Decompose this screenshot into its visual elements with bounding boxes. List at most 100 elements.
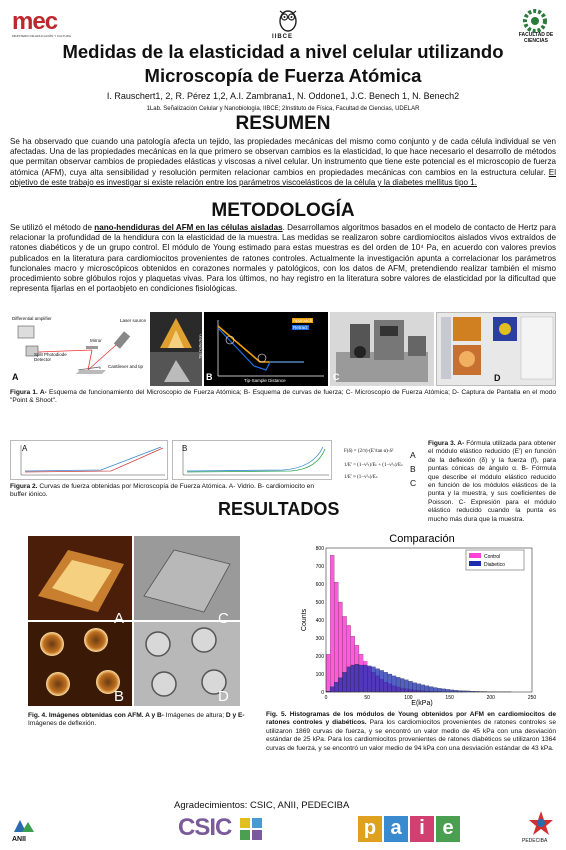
bar-diabetico-22 — [416, 683, 421, 693]
x-tick-label: 200 — [487, 695, 496, 701]
fig2-caption-bold: Figura 2. — [10, 483, 38, 490]
fig4-caption-text: Imágenes de altura; — [163, 712, 226, 719]
fig1-label-amplifier: Differential amplifier — [12, 316, 52, 321]
bar-diabetico-19 — [404, 679, 409, 693]
bar-diabetico-8 — [358, 664, 364, 693]
fig4-label-D: D — [218, 688, 229, 705]
fig1-b-retract: Retract — [292, 325, 309, 330]
y-tick-label: 500 — [316, 600, 325, 606]
histogram-chart: Comparación 0 50 100 150 200 250 0 100 200 300 400… — [301, 533, 537, 707]
bar-diabetico-25 — [428, 686, 434, 693]
anii-logo-icon — [12, 818, 36, 834]
x-tick-label: 250 — [528, 695, 537, 701]
fig4-images — [28, 536, 240, 706]
x-tick-label: 50 — [364, 695, 370, 701]
iibce-logo: IIBCE — [272, 34, 294, 40]
tip-sem-icon — [150, 352, 202, 386]
metodologia-heading: METODOLOGÍA — [211, 200, 355, 221]
x-tick-label: 0 — [325, 695, 328, 701]
fig1-a-tip-sem-image — [150, 352, 202, 386]
legend-control: Control — [484, 554, 500, 560]
bar-diabetico-9 — [362, 664, 368, 693]
fig3-formulas: F(δ) = (2/π)·(E'/tan α)·δ² 1/E' = (1−ν²ₜ… — [342, 442, 418, 482]
fig1-d-screenshot — [436, 312, 556, 386]
fig2-caption-text: Curvas de fuerza obtenidas por Microscop… — [10, 483, 315, 499]
x-tick-label: 150 — [445, 695, 454, 701]
chart-legend: Control Diabetico — [465, 549, 525, 571]
bar-diabetico-10 — [367, 665, 372, 693]
metodologia-method: nano-hendiduras del AFM en las células a… — [94, 223, 283, 232]
fig4-caption-bold: Fig. 4. Imágenes obtenidas con AFM. A y … — [28, 712, 164, 719]
bar-diabetico-17 — [395, 677, 401, 693]
title-line-2: Microscopía de Fuerza Atómica — [144, 65, 422, 86]
metodologia-pre: Se utilizó el método de — [10, 223, 95, 232]
y-tick-label: 700 — [316, 564, 325, 570]
fig2-b-plot — [172, 440, 332, 480]
svg-text:1/E' = (1−ν²ₜ)/Eₜ + (1−ν²ₛ)/Eₛ: 1/E' = (1−ν²ₜ)/Eₜ + (1−ν²ₛ)/Eₛ — [344, 462, 403, 468]
bar-diabetico-21 — [412, 682, 417, 693]
bar-diabetico-4 — [342, 672, 347, 693]
fig1-a-diagram: Differential amplifier Split Photodiode … — [10, 312, 150, 384]
resumen-body: Se ha observado que cuando una patología… — [10, 137, 556, 177]
fig3-caption-text: Fórmula utilizada para obtener el módulo… — [428, 440, 556, 523]
facultad-ciencias-logo-icon — [523, 9, 547, 33]
bar-diabetico-18 — [400, 678, 405, 693]
y-tick-label: 0 — [321, 690, 324, 696]
fig1-label-cantilever: Cantilever and tip — [108, 364, 144, 369]
poster-title: Medidas de la elasticidad a nivel celula… — [0, 40, 566, 88]
bar-diabetico-24 — [424, 685, 430, 693]
formula-icon: F(δ) = (2/π)·(E'/tan α)·δ² 1/E' = (1−ν²ₜ… — [344, 448, 403, 480]
mec-logo: mec — [12, 8, 58, 35]
fig4-label-B: B — [114, 688, 125, 705]
csic-squares-icon — [240, 818, 262, 840]
legend-diabetico: Diabetico — [484, 562, 505, 568]
bar-diabetico-20 — [408, 681, 413, 693]
fig3-label-B: B — [410, 464, 416, 474]
fig1-label-D: D — [494, 373, 501, 383]
bar-diabetico-6 — [350, 664, 355, 693]
mec-subtitle: MINISTERIO DE EDUCACIÓN Y CULTURA — [12, 34, 71, 38]
fig1-b-force-curves: Approach Retract Tip Deflection Tip-Samp… — [198, 312, 328, 386]
y-tick-label: 600 — [316, 582, 325, 588]
fig5-caption: Fig. 5. Histogramas de los módulos de Yo… — [266, 711, 556, 753]
acknowledgements: Agradecimientos: CSIC, ANII, PEDECIBA — [174, 800, 350, 811]
force-curve-schematic-icon — [217, 320, 324, 377]
y-tick-label: 400 — [316, 618, 325, 624]
bar-diabetico-30 — [449, 689, 454, 693]
paie-letter-a: a — [384, 816, 408, 842]
bar-control-2 — [334, 582, 339, 693]
owl-logo-icon — [279, 10, 297, 32]
fig4-label-A: A — [114, 610, 125, 627]
paie-letter-e: e — [436, 816, 460, 842]
fig1-caption-text: Esquema de funcionamiento del Microscopi… — [10, 389, 556, 405]
bar-diabetico-1 — [330, 686, 335, 693]
anii-text: ANII — [12, 836, 26, 843]
fig1-c-microscope-photo — [330, 312, 434, 386]
csic-logo: CSIC — [178, 814, 232, 841]
authors: I. Rauschert1, 2, R. Pérez 1,2, A.I. Zam… — [106, 91, 460, 101]
pedeciba-text: PEDECIBA — [522, 838, 548, 844]
paie-letter-i: i — [410, 816, 434, 842]
facultad-ciencias-text: FACULTAD DE CIENCIAS — [518, 32, 554, 44]
fig1-b-xaxis: Tip-Sample Distance — [244, 378, 286, 383]
svg-text:1/E' ≈ (1−ν²ₛ)/Eₛ: 1/E' ≈ (1−ν²ₛ)/Eₛ — [344, 474, 378, 480]
fig4-caption: Fig. 4. Imágenes obtenidas con AFM. A y … — [28, 712, 250, 729]
fig1-b-approach: Approach — [292, 318, 314, 323]
svg-text:F(δ) = (2/π)·(E'/tan α)·δ²: F(δ) = (2/π)·(E'/tan α)·δ² — [344, 448, 394, 454]
bar-diabetico-15 — [387, 673, 393, 693]
fig4-caption-text-2: Imágenes de deflexión. — [28, 720, 97, 728]
bar-diabetico-3 — [338, 677, 343, 693]
fig2-caption: Figura 2. Curvas de fuerza obtenidas por… — [10, 483, 332, 500]
fig1-caption-bold: Figura 1. A- — [10, 389, 47, 396]
fig5-caption-text: Para los cardiomiocitos provenientes de … — [266, 719, 556, 752]
fig1-label-C: C — [333, 372, 340, 382]
bar-diabetico-16 — [391, 675, 397, 693]
bar-diabetico-11 — [371, 666, 376, 693]
bar-diabetico-26 — [433, 687, 438, 693]
afm-schematic-icon — [17, 325, 131, 374]
bar-diabetico-13 — [379, 670, 384, 693]
y-tick-label: 100 — [316, 672, 325, 678]
resumen-objective: El objetivo de este trabajo es investiga… — [10, 167, 556, 187]
title-line-1: Medidas de la elasticidad a nivel celula… — [62, 41, 504, 62]
pedeciba-logo-icon — [528, 810, 554, 836]
